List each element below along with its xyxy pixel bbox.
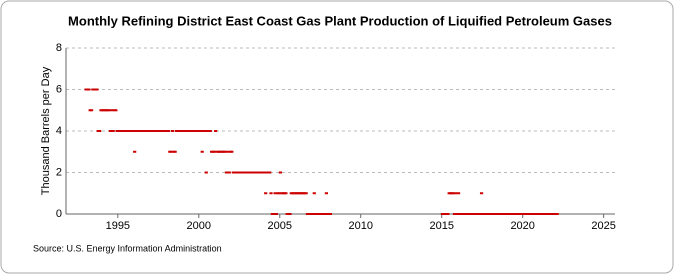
x-tick-label: 2025 bbox=[591, 220, 615, 232]
y-axis-label: Thousand Barrels per Day bbox=[40, 66, 52, 195]
x-tick-label: 2005 bbox=[268, 220, 292, 232]
chart-title: Monthly Refining District East Coast Gas… bbox=[68, 13, 612, 28]
source: Source: U.S. Energy Information Administ… bbox=[33, 243, 222, 253]
y-tick-label: 4 bbox=[56, 125, 62, 137]
y-tick-label: 2 bbox=[56, 166, 62, 178]
frame bbox=[0, 0, 674, 274]
x-tick-label: 2000 bbox=[187, 220, 211, 232]
x-tick-label: 1995 bbox=[106, 220, 130, 232]
x-tick-label: 2020 bbox=[510, 220, 534, 232]
x-tick-label: 2010 bbox=[349, 220, 373, 232]
x-tick-label: 2015 bbox=[429, 220, 453, 232]
y-tick-label: 6 bbox=[56, 83, 62, 95]
y-tick-label: 0 bbox=[56, 208, 62, 220]
y-tick-label: 8 bbox=[56, 42, 62, 54]
